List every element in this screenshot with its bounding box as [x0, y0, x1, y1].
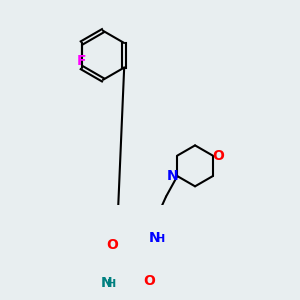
Text: H: H	[156, 233, 166, 244]
Text: H: H	[107, 279, 116, 289]
Text: F: F	[77, 54, 86, 68]
Text: O: O	[106, 238, 118, 252]
Text: O: O	[212, 148, 224, 163]
Text: N: N	[149, 230, 160, 244]
Text: N: N	[100, 276, 112, 290]
Text: N: N	[167, 169, 178, 183]
Text: O: O	[143, 274, 155, 287]
